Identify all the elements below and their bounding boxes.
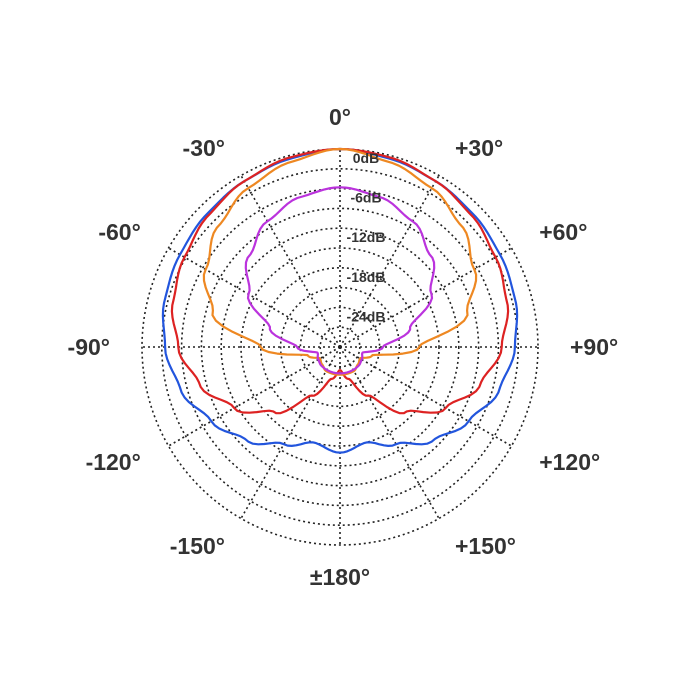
grid-ring [240, 247, 440, 447]
grid-ring [319, 326, 361, 368]
ring-label: 0dB [353, 150, 379, 166]
angle-label: 0° [329, 104, 351, 130]
angle-label: +90° [570, 334, 618, 360]
angle-label: -90° [68, 334, 110, 360]
angle-label: -30° [183, 135, 225, 161]
angle-label: -60° [98, 219, 140, 245]
angle-labels: 0° +30° +60° +90° +120° +150° ±180° -150° -120° -… [68, 104, 619, 590]
ring-label: -12dB [347, 229, 386, 245]
ring-label: -24dB [347, 308, 386, 324]
angle-label: -120° [86, 449, 141, 475]
grid-ring [161, 168, 519, 526]
angle-label: ±180° [310, 564, 370, 590]
grid-spoke [240, 346, 341, 519]
series-curve-4 [244, 186, 436, 375]
angle-label: +60° [539, 219, 587, 245]
grid-ring [200, 207, 480, 487]
grid-spoke [168, 247, 341, 348]
series-curve-3 [202, 147, 478, 376]
ring-label: -6dB [350, 190, 381, 206]
grid-ring [141, 148, 539, 546]
angle-label: +120° [539, 449, 600, 475]
grid-spoke [339, 346, 440, 519]
ring-labels: 0dB -6dB -12dB -18dB -24dB [347, 150, 386, 324]
polar-series [161, 147, 519, 454]
grid-ring [299, 306, 381, 388]
series-curve-1 [161, 147, 519, 454]
angle-label: +150° [455, 533, 516, 559]
angle-label: -150° [170, 533, 225, 559]
ring-label: -18dB [347, 269, 386, 285]
grid-ring [180, 187, 500, 507]
series-curve-2 [170, 147, 510, 415]
grid-ring [220, 227, 460, 467]
grid-ring [279, 286, 401, 408]
grid-spoke [339, 247, 512, 348]
polar-grid [141, 148, 539, 546]
angle-label: +30° [455, 135, 503, 161]
